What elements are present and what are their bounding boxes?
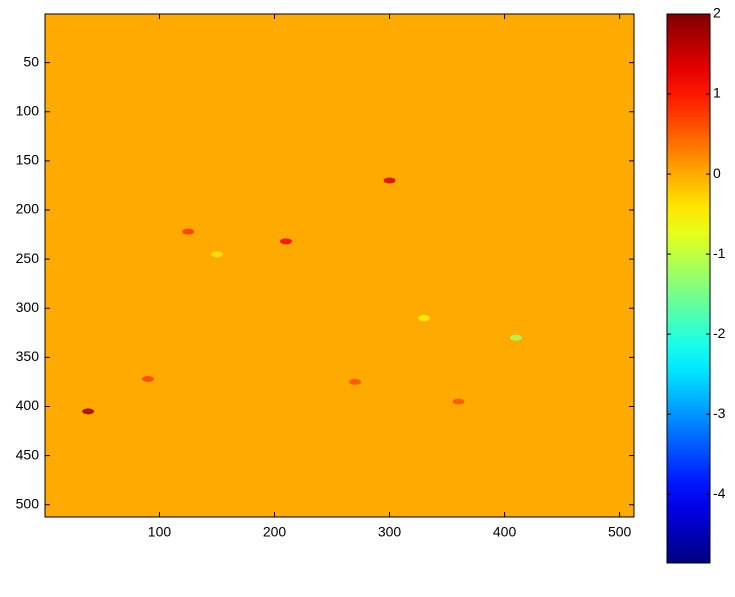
heatmap-feature <box>383 177 396 184</box>
heatmap-feature <box>182 228 195 235</box>
y-tick-label: 50 <box>23 53 39 69</box>
heatmap-background <box>45 14 634 517</box>
heatmap-feature <box>349 378 362 385</box>
y-tick-label: 450 <box>16 446 40 462</box>
colorbar <box>666 13 711 564</box>
y-tick-label: 300 <box>16 299 40 315</box>
colorbar-tick-label: 0 <box>713 165 721 181</box>
colorbar-tick-label: -3 <box>713 405 726 421</box>
y-tick-label: 500 <box>16 495 40 511</box>
heatmap-feature <box>141 375 154 382</box>
x-tick-label: 500 <box>608 524 632 540</box>
x-tick-label: 400 <box>493 524 517 540</box>
plot-frame <box>44 13 635 518</box>
x-tick-label: 100 <box>148 524 172 540</box>
y-tick-label: 100 <box>16 102 40 118</box>
heatmap-feature <box>452 398 465 405</box>
heatmap-feature <box>210 251 223 258</box>
colorbar-tick-label: -4 <box>713 485 726 501</box>
x-tick-label: 200 <box>263 524 287 540</box>
colorbar-tick-label: 2 <box>713 5 721 21</box>
heatmap-feature <box>280 238 293 245</box>
heatmap-feature <box>82 408 95 415</box>
heatmap-feature <box>510 334 523 341</box>
y-tick-label: 200 <box>16 201 40 217</box>
colorbar-tick-label: 1 <box>713 85 721 101</box>
heatmap-feature <box>418 315 431 322</box>
y-tick-label: 250 <box>16 250 40 266</box>
colorbar-tick-label: -1 <box>713 245 726 261</box>
x-tick-label: 300 <box>378 524 402 540</box>
y-tick-label: 400 <box>16 397 40 413</box>
y-tick-label: 350 <box>16 348 40 364</box>
y-tick-label: 150 <box>16 152 40 168</box>
colorbar-tick-label: -2 <box>713 325 726 341</box>
